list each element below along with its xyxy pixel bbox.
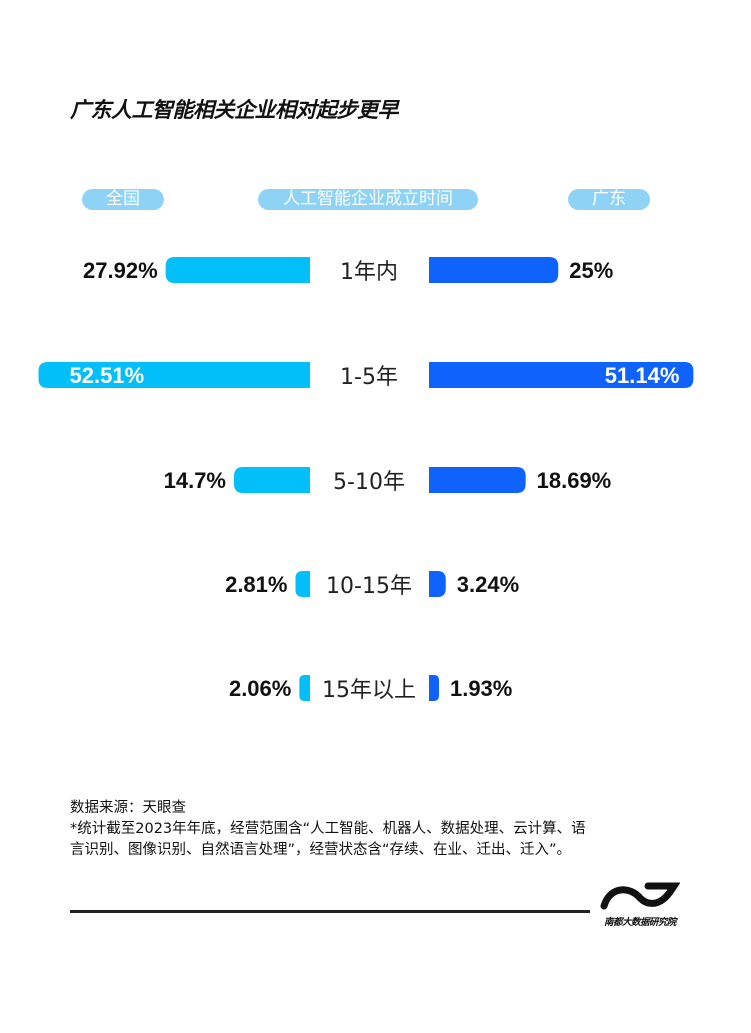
category-label: 5-10年 [333, 470, 405, 495]
data-label-guangdong: 1.93% [450, 676, 512, 701]
data-label-national: 52.51% [70, 363, 145, 388]
bar-national [165, 257, 310, 283]
butterfly-chart: 1年内 27.92% 25% 1-5年 52.51% 51.14% 5-10年 14.7% 18… [38, 257, 694, 703]
divider [70, 910, 590, 913]
bar-guangdong [429, 571, 446, 597]
footnote: *统计截至2023年年底，经营范围含“人工智能、机器人、数据处理、云计算、语言识… [70, 821, 586, 858]
bar-guangdong [429, 675, 439, 701]
legend-guangdong: 广东 [568, 189, 650, 210]
bar-national [234, 467, 310, 493]
logo-wave-icon [600, 882, 681, 910]
bar-national [295, 571, 310, 597]
data-label-national: 2.06% [229, 676, 291, 701]
chart-title: 广东人工智能相关企业相对起步更早 [70, 98, 399, 122]
data-label-guangdong: 18.69% [537, 468, 612, 493]
category-axis-header: 人工智能企业成立时间 [258, 189, 478, 210]
category-label: 1-5年 [340, 365, 398, 390]
logo-text: 南都大数据研究院 [603, 917, 677, 928]
bar-guangdong [429, 467, 526, 493]
data-label-guangdong: 25% [569, 258, 613, 283]
bar-national [299, 675, 310, 701]
data-label-guangdong: 3.24% [457, 572, 519, 597]
logo: 南都大数据研究院 [600, 882, 681, 928]
data-label-national: 27.92% [83, 258, 158, 283]
data-label-national: 14.7% [164, 468, 226, 493]
legend-national: 全国 [82, 189, 164, 210]
category-label: 15年以上 [322, 678, 416, 703]
category-label: 1年内 [340, 260, 398, 285]
data-label-national: 2.81% [225, 572, 287, 597]
bar-national [38, 362, 310, 388]
category-label: 10-15年 [326, 574, 412, 599]
data-source: 数据来源：天眼查 [70, 800, 186, 816]
bar-guangdong [429, 362, 694, 388]
bar-guangdong [429, 257, 559, 283]
data-label-guangdong: 51.14% [605, 363, 680, 388]
footer-notes: 数据来源：天眼查 *统计截至2023年年底，经营范围含“人工智能、机器人、数据处… [70, 798, 590, 861]
